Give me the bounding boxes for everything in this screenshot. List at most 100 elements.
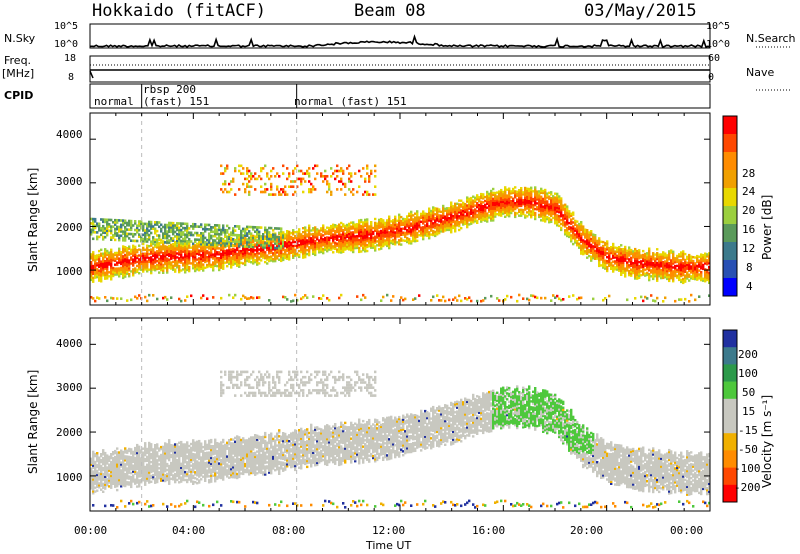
power-cell <box>642 263 645 266</box>
power-cell <box>556 208 559 211</box>
power-cell <box>184 253 187 256</box>
power-cell <box>180 269 183 272</box>
power-cell <box>602 246 605 250</box>
velocity-cell <box>114 475 117 478</box>
power-cell <box>144 235 147 239</box>
power-cell <box>248 242 251 246</box>
power-cell <box>508 209 511 212</box>
power-cell <box>302 244 305 248</box>
power-cell <box>218 264 221 268</box>
power-cell <box>312 246 315 250</box>
power-cell <box>682 262 685 265</box>
power-cell <box>228 242 231 246</box>
power-cell <box>362 238 365 242</box>
power-cell <box>162 234 165 238</box>
velocity-cell <box>90 463 93 466</box>
power-cell <box>176 246 179 249</box>
power-cell <box>174 250 177 254</box>
power-cell <box>154 243 157 246</box>
power-cell <box>152 227 155 230</box>
power-cell <box>136 270 139 273</box>
power-cell <box>192 227 195 230</box>
power-cell <box>160 257 163 260</box>
power-cell <box>382 223 385 226</box>
power-cell <box>152 225 155 228</box>
power-cell <box>422 230 425 233</box>
power-cell <box>486 216 489 219</box>
power-cell <box>634 267 637 270</box>
power-cell <box>266 248 269 251</box>
power-cell <box>402 298 405 302</box>
power-cell <box>218 237 221 240</box>
power-cell <box>658 275 661 278</box>
power-cell <box>218 241 221 245</box>
power-cell <box>362 167 365 170</box>
power-cell <box>580 221 583 224</box>
power-cell <box>154 267 157 270</box>
velocity-cell <box>92 464 95 467</box>
power-cell <box>670 271 673 274</box>
power-cell <box>348 230 351 233</box>
velocity-cell <box>104 465 107 469</box>
power-cell <box>508 203 511 206</box>
power-cell <box>350 190 353 194</box>
power-cell <box>164 228 167 231</box>
power-cell <box>544 214 547 217</box>
power-cell <box>394 231 397 234</box>
power-cell <box>370 240 373 243</box>
power-cell <box>666 260 669 263</box>
velocity-cell <box>90 477 93 480</box>
power-cell <box>350 231 353 234</box>
power-cell <box>630 248 633 252</box>
power-cell <box>586 248 589 251</box>
power-cell <box>90 228 93 232</box>
power-cell <box>104 261 107 265</box>
power-cell <box>264 253 267 256</box>
power-cell <box>322 244 325 247</box>
power-cell <box>250 253 253 256</box>
power-cell <box>562 204 565 207</box>
power-cell <box>338 233 341 236</box>
power-cell <box>590 239 593 243</box>
power-cell <box>484 215 487 218</box>
power-cell <box>438 218 441 221</box>
power-cell <box>396 225 399 228</box>
power-cell <box>116 297 119 300</box>
power-cell <box>248 241 251 244</box>
power-cell <box>542 191 545 195</box>
power-cell <box>144 258 147 261</box>
power-cell <box>364 236 367 239</box>
power-cell <box>612 260 615 263</box>
power-cell <box>570 218 573 221</box>
power-cell <box>206 238 209 242</box>
velocity-cell <box>100 476 103 479</box>
power-cell <box>282 231 285 235</box>
power-cell <box>356 240 359 244</box>
velocity-cell <box>94 470 97 474</box>
power-cell <box>524 204 527 207</box>
velocity-cell <box>100 466 103 470</box>
power-cell <box>514 196 517 199</box>
power-cell <box>580 222 583 226</box>
power-cell <box>586 229 589 232</box>
nsky-right-tick-bottom: 10^0 <box>706 39 731 50</box>
power-cell <box>356 236 359 240</box>
power-cell <box>324 248 327 251</box>
power-cell <box>580 252 583 255</box>
power-cell <box>474 204 477 207</box>
power-cell <box>618 255 621 259</box>
power-cell <box>284 190 287 194</box>
power-cell <box>626 249 629 252</box>
power-cell <box>666 277 669 281</box>
power-cell <box>686 273 689 276</box>
power-cell <box>434 213 437 216</box>
power-cell <box>560 197 563 200</box>
power-cell <box>198 259 201 262</box>
power-cell <box>562 218 565 221</box>
power-cell <box>672 278 675 281</box>
power-cell <box>450 227 453 230</box>
velocity-cell <box>92 452 95 456</box>
power-cell <box>146 268 149 271</box>
power-cell <box>146 252 149 255</box>
power-cell <box>450 231 453 234</box>
